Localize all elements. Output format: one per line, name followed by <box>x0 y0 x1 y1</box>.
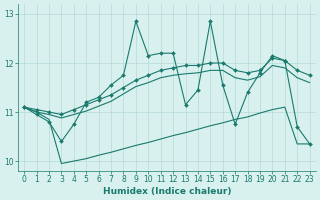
X-axis label: Humidex (Indice chaleur): Humidex (Indice chaleur) <box>103 187 231 196</box>
